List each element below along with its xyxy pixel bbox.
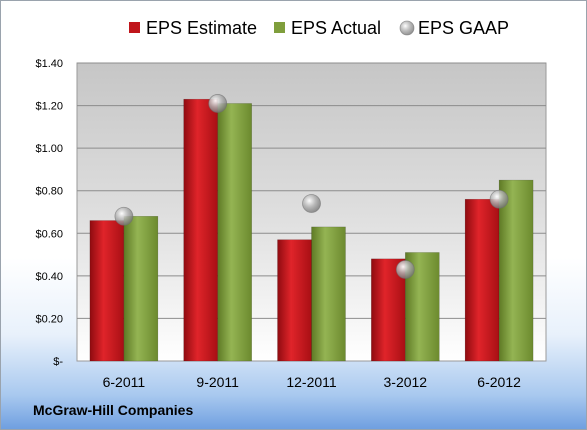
eps-estimate-bar (277, 239, 312, 362)
eps-gaap-marker (302, 194, 321, 213)
eps-actual-bar (311, 226, 346, 362)
x-tick-label: 6-2011 (103, 374, 146, 390)
eps-gaap-marker (208, 94, 228, 113)
eps-actual-bar (217, 103, 252, 362)
y-tick-label: $0.80 (35, 186, 63, 198)
y-tick-label: $0.20 (35, 313, 63, 325)
y-tick-label: $1.00 (35, 143, 63, 155)
y-tick-label: $0.40 (35, 271, 63, 283)
y-tick-label: $0.60 (35, 228, 63, 240)
eps-estimate-bar (464, 198, 500, 362)
legend-gaap-label: EPS GAAP (418, 18, 509, 38)
eps-actual-bar (123, 216, 159, 362)
legend-estimate-swatch (129, 22, 140, 33)
eps-actual-bar (498, 179, 534, 362)
company-name: McGraw-Hill Companies (33, 402, 194, 418)
eps-estimate-bar (183, 98, 218, 362)
x-tick-label: 9-2011 (196, 374, 239, 390)
y-tick-label: $1.20 (35, 101, 63, 113)
y-tick-label: $1.40 (35, 58, 63, 70)
x-tick-label: 3-2012 (384, 374, 428, 390)
legend-estimate-label: EPS Estimate (146, 18, 257, 38)
eps-estimate-bar (89, 220, 125, 362)
eps-gaap-marker (395, 260, 415, 279)
y-tick-label: $- (53, 356, 63, 368)
eps-gaap-marker (489, 189, 509, 209)
x-tick-label: 12-2011 (286, 374, 337, 390)
chart-legend: EPS Estimate EPS Actual EPS GAAP (129, 18, 509, 38)
legend-actual-label: EPS Actual (291, 18, 381, 38)
legend-actual-swatch (274, 22, 285, 33)
x-tick-label: 6-2012 (477, 374, 521, 390)
legend-gaap-swatch (399, 20, 415, 36)
eps-gaap-marker (114, 206, 134, 226)
